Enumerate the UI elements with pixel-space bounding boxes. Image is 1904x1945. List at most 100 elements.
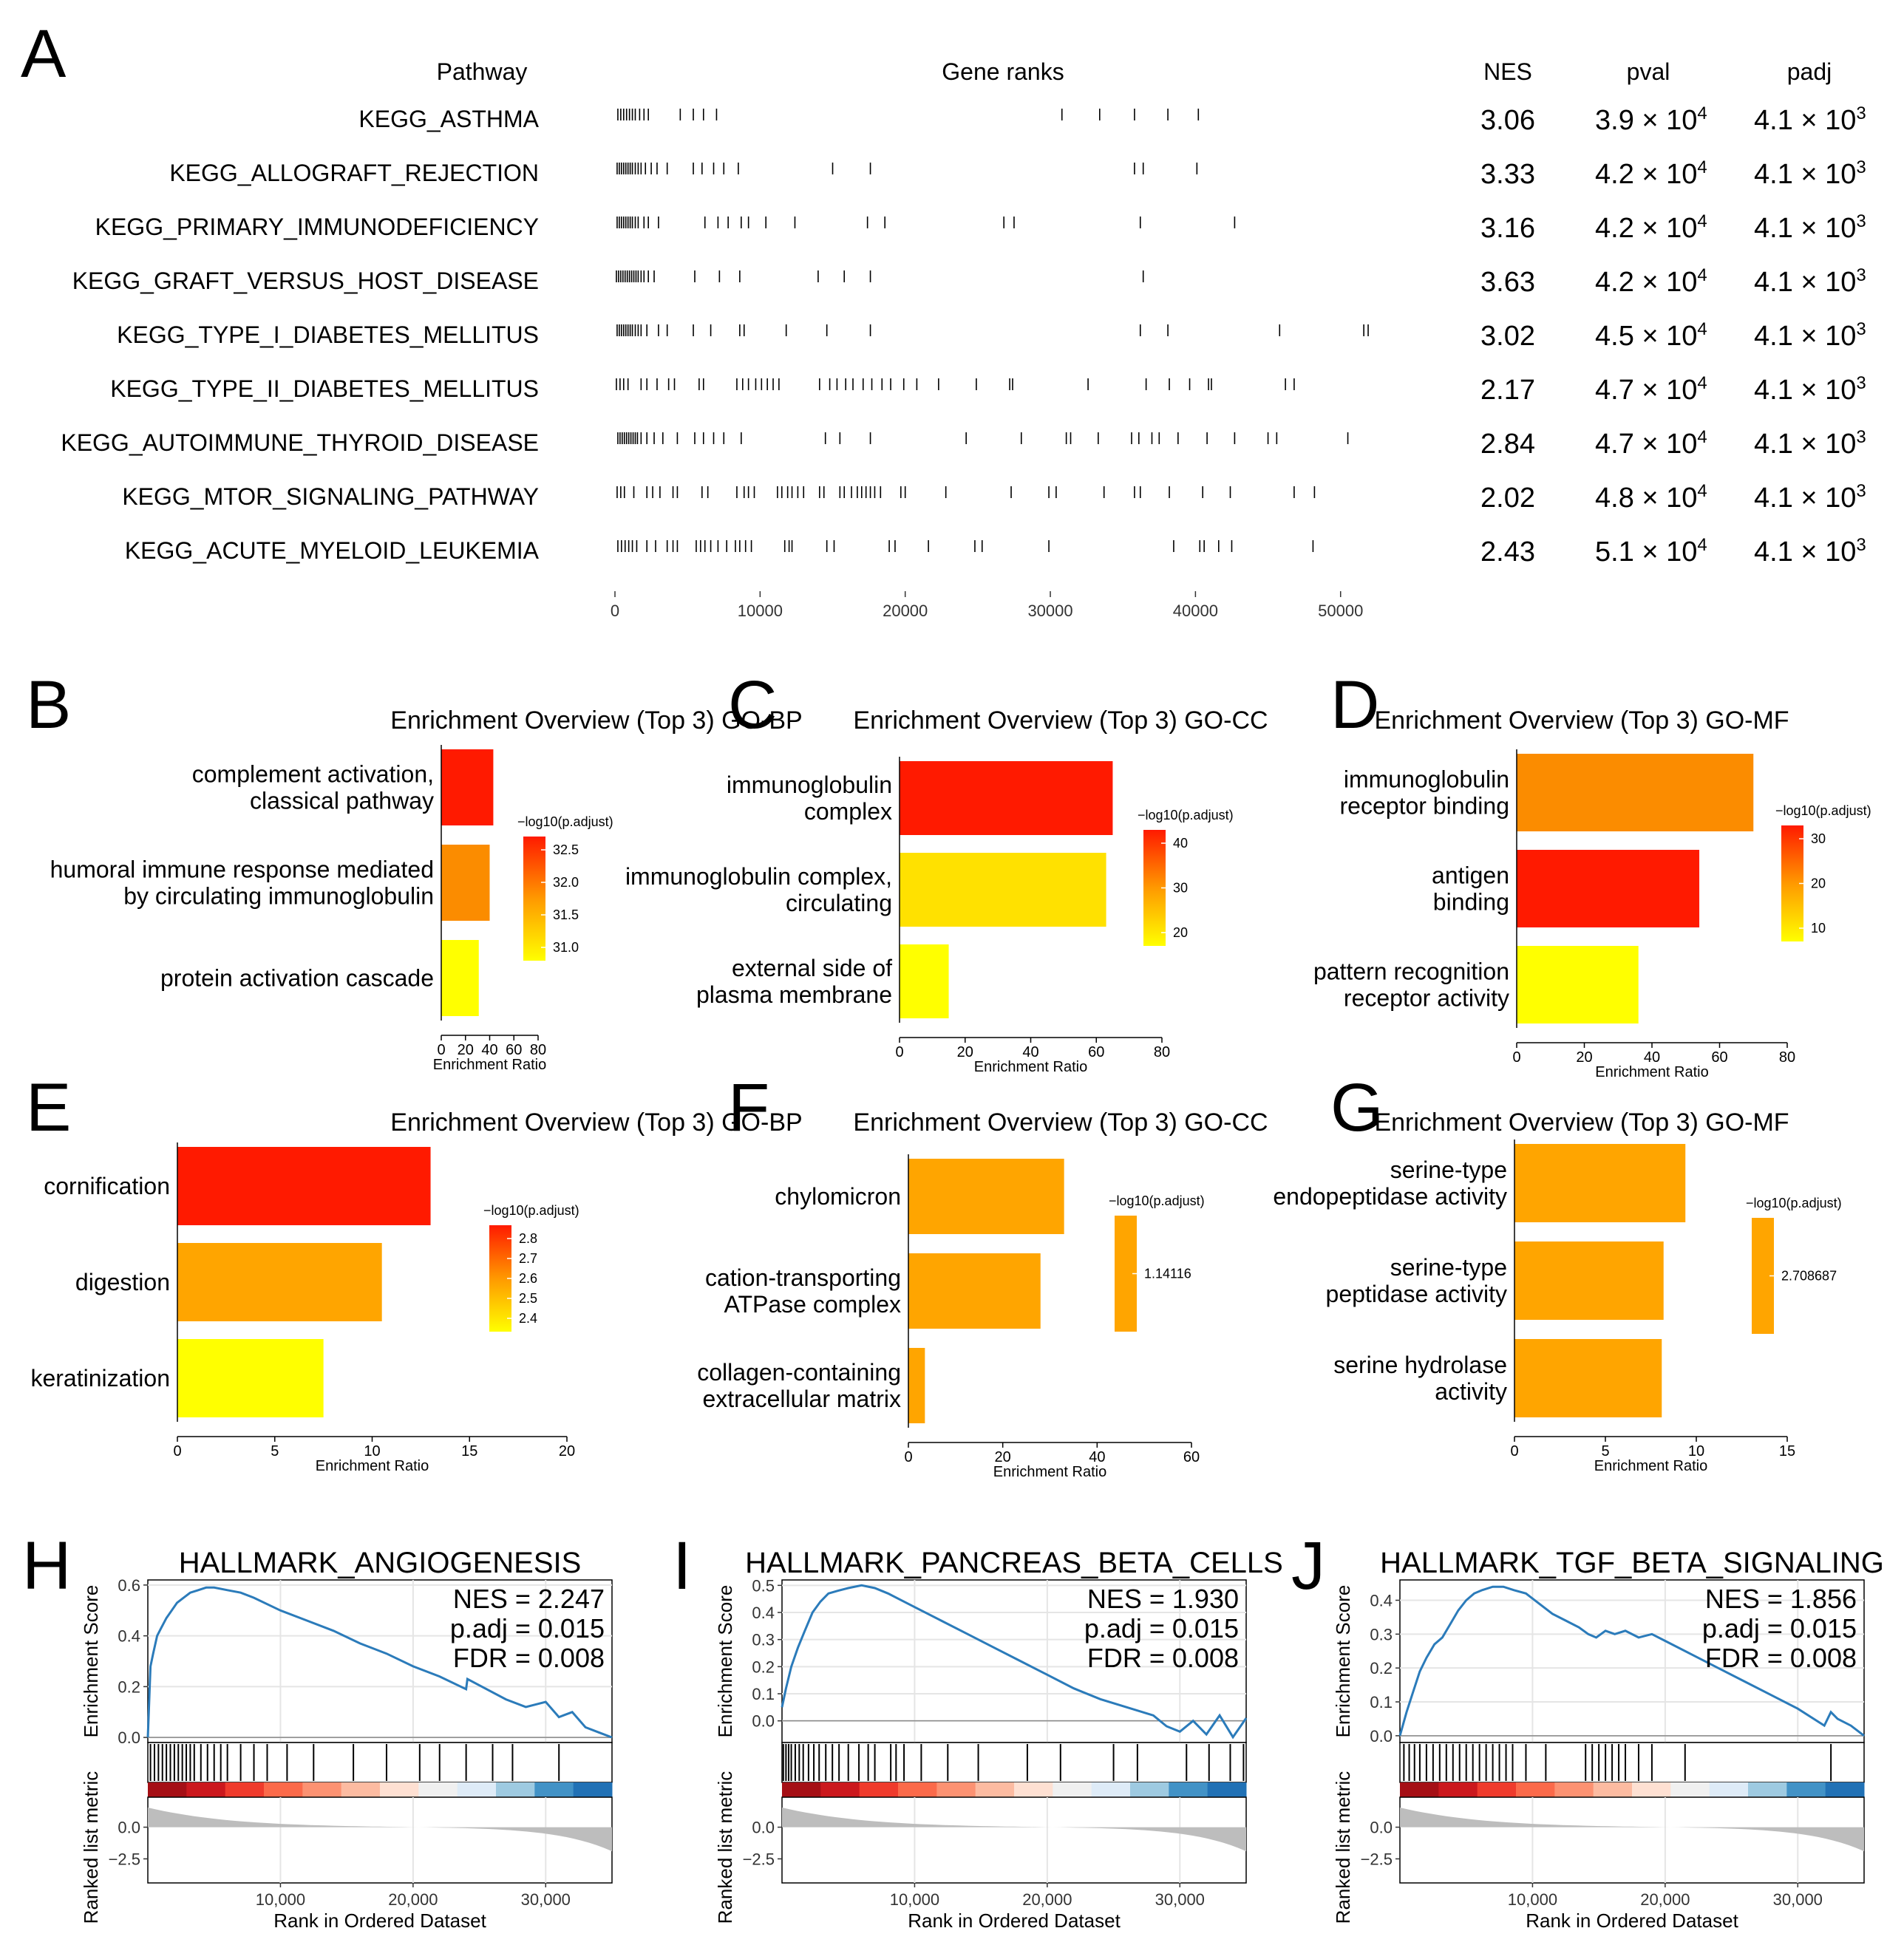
padj-value: 4.1 × 103 <box>1754 211 1866 244</box>
hits-area <box>147 1742 613 1783</box>
pval-value: 4.5 × 104 <box>1595 319 1707 352</box>
metric-tick-label: −2.5 <box>743 1850 775 1868</box>
legend-label: 31.0 <box>553 940 579 955</box>
x-tick-label: 20,000 <box>1022 1890 1072 1909</box>
category-label: protein activation cascade <box>160 965 434 992</box>
rank-color-segment <box>534 1782 574 1797</box>
pathway-label: KEGG_ALLOGRAFT_REJECTION <box>169 160 539 186</box>
panel-a-x-axis: 0 10000 20000 30000 40000 50000 <box>611 591 1363 620</box>
hits-area <box>1399 1742 1865 1783</box>
pathway-row: KEGG_ASTHMA 3.06 3.9 × 104 4.1 × 103 <box>358 103 1866 136</box>
header-pval: pval <box>1627 58 1670 85</box>
rank-color-segment <box>859 1782 899 1797</box>
y-tick-label: 0.5 <box>752 1576 775 1595</box>
legend-title: −log10(p.adjust) <box>517 814 613 829</box>
x-axis-title: Rank in Ordered Dataset <box>1526 1910 1738 1932</box>
y-tick-label: 0.4 <box>752 1604 775 1622</box>
rank-color-segment <box>1207 1782 1247 1797</box>
x-tick-label: 50000 <box>1318 602 1363 620</box>
legend-title: −log10(p.adjust) <box>483 1203 579 1218</box>
category-label: serine-type <box>1390 1157 1507 1183</box>
panel-letter-d: D <box>1330 667 1379 743</box>
y-tick-label: 0.2 <box>118 1677 140 1696</box>
es-y-axis-title: Enrichment Score <box>1332 1585 1354 1738</box>
x-axis-title: Rank in Ordered Dataset <box>908 1910 1121 1932</box>
category-label: keratinization <box>30 1365 170 1392</box>
header-gene-ranks: Gene ranks <box>942 58 1064 85</box>
go-bar-panels: B Enrichment Overview (Top 3) GO-BP comple… <box>26 667 1871 1480</box>
x-tick-label: 30,000 <box>521 1890 571 1909</box>
category-label: digestion <box>75 1269 170 1295</box>
header-pathway: Pathway <box>437 58 528 85</box>
panel-letter-j: J <box>1291 1528 1325 1604</box>
rank-color-segment <box>418 1782 458 1797</box>
es-curve <box>1398 1585 1865 1737</box>
rank-color-segment <box>186 1782 226 1797</box>
rank-color-segment <box>1014 1782 1053 1797</box>
es-plot-area <box>781 1579 1247 1743</box>
category-label: external side of <box>732 955 892 981</box>
hits-area <box>781 1742 1247 1783</box>
panel-letter-c: C <box>728 667 777 743</box>
padj-value: 4.1 × 103 <box>1754 103 1866 136</box>
stat-label: NES = 1.930 <box>1087 1584 1239 1614</box>
panel-a-rows: KEGG_ASTHMA 3.06 3.9 × 104 4.1 × 103KEGG_AL… <box>61 103 1866 568</box>
stat-label: p.adj = 0.015 <box>1084 1613 1239 1643</box>
panel-c: C Enrichment Overview (Top 3) GO-CC immuno… <box>625 667 1268 1075</box>
x-tick-label: 20,000 <box>388 1890 438 1909</box>
rank-color-segment <box>782 1782 821 1797</box>
nes-value: 3.16 <box>1480 213 1535 244</box>
panel-title: Enrichment Overview (Top 3) GO-CC <box>853 1108 1268 1137</box>
rank-color-segment <box>1632 1782 1671 1797</box>
panel-a: A Pathway Gene ranks NES pval padj KEGG_… <box>21 16 1866 620</box>
pathway-row: KEGG_ACUTE_MYELOID_LEUKEMIA 2.43 5.1 × 104… <box>125 535 1866 568</box>
metric-plot-area <box>781 1796 1247 1884</box>
rank-color-segment <box>1670 1782 1710 1797</box>
pval-value: 3.9 × 104 <box>1595 103 1707 136</box>
x-tick-label: 10 <box>1688 1443 1704 1459</box>
panel-title: Enrichment Overview (Top 3) GO-BP <box>390 1108 802 1137</box>
x-tick-label: 15 <box>1779 1443 1795 1459</box>
panel-j: J HALLMARK_TGF_BETA_SIGNALING 0.0 0.1 0.2 0.3… <box>1291 1528 1884 1932</box>
y-tick-label: 0.1 <box>752 1685 775 1703</box>
metric-tick-label: 0.0 <box>752 1819 775 1837</box>
header-padj: padj <box>1787 58 1832 85</box>
x-tick-label: 40 <box>1089 1449 1105 1465</box>
x-tick-label: 10,000 <box>256 1890 305 1909</box>
rank-color-segment <box>302 1782 342 1797</box>
stat-label: p.adj = 0.015 <box>1702 1613 1857 1643</box>
bar-1 <box>908 1159 1064 1234</box>
bar-2 <box>441 845 490 921</box>
category-label: plasma membrane <box>696 981 892 1008</box>
category-label: extracellular matrix <box>702 1386 901 1412</box>
panel-i: I HALLMARK_PANCREAS_BETA_CELLS 0.0 0.1 0.2 0.… <box>673 1528 1283 1932</box>
x-tick-label: 10,000 <box>890 1890 939 1909</box>
category-label: classical pathway <box>250 788 434 814</box>
x-tick-label: 10000 <box>738 602 783 620</box>
panel-letter-i: I <box>673 1528 692 1604</box>
legend-title: −log10(p.adjust) <box>1775 803 1871 818</box>
pval-value: 5.1 × 104 <box>1595 535 1707 568</box>
bar-2 <box>1514 1241 1664 1320</box>
panel-title: Enrichment Overview (Top 3) GO-CC <box>853 706 1268 735</box>
x-tick-label: 40 <box>1644 1049 1660 1066</box>
bar-1 <box>1514 1144 1686 1222</box>
category-label: cation-transporting <box>705 1264 901 1291</box>
category-label: endopeptidase activity <box>1273 1183 1507 1210</box>
metric-y-axis-title: Ranked list metric <box>1332 1771 1354 1924</box>
padj-value: 4.1 × 103 <box>1754 319 1866 352</box>
pval-value: 4.2 × 104 <box>1595 211 1707 244</box>
category-label: ATPase complex <box>724 1291 902 1318</box>
panel-letter-b: B <box>26 667 71 743</box>
x-axis-title: Enrichment Ratio <box>1594 1458 1707 1474</box>
rank-color-segment <box>264 1782 303 1797</box>
metric-area <box>782 1808 1246 1852</box>
pval-value: 4.8 × 104 <box>1595 481 1707 514</box>
bar-2 <box>177 1243 382 1321</box>
padj-value: 4.1 × 103 <box>1754 265 1866 298</box>
legend-title: −log10(p.adjust) <box>1746 1196 1842 1210</box>
x-tick-label: 30000 <box>1027 602 1072 620</box>
x-tick-label: 5 <box>271 1443 279 1459</box>
